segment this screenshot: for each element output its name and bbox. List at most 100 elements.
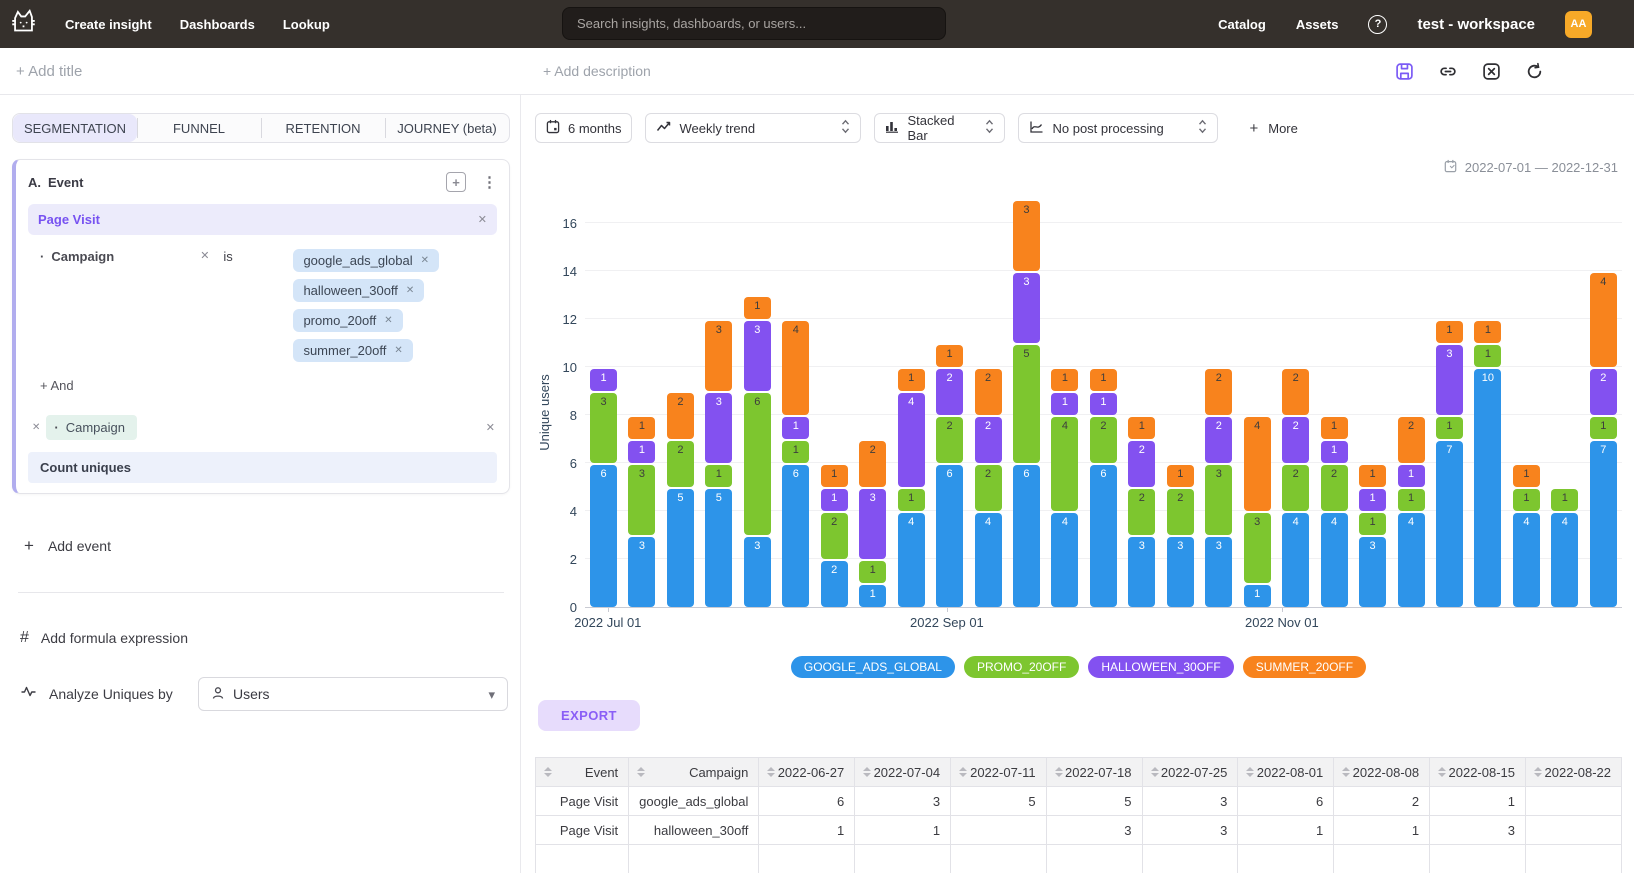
cat-logo-icon[interactable] [10,8,37,40]
bar-segment-promo_20off[interactable]: 3 [1243,513,1271,583]
remove-value-icon[interactable] [394,345,402,356]
aggregation-selector[interactable]: Count uniques [28,452,497,483]
bar-segment-google_ads_global[interactable]: 5 [666,489,694,607]
bar-segment-promo_20off[interactable]: 3 [628,465,656,535]
bar-segment-promo_20off[interactable]: 1 [859,561,887,583]
tab-journey-beta[interactable]: JOURNEY (beta) [385,114,509,142]
help-icon[interactable]: ? [1368,14,1388,34]
bar-segment-summer_20off[interactable]: 1 [1320,417,1348,439]
bar-segment-promo_20off[interactable]: 2 [974,465,1002,511]
export-button[interactable]: EXPORT [538,700,640,731]
bar-segment-summer_20off[interactable]: 2 [1205,369,1233,415]
date-range-button[interactable]: 6 months [535,113,633,143]
bar-segment-google_ads_global[interactable]: 2 [820,561,848,607]
bar-segment-halloween_30off[interactable]: 2 [974,417,1002,463]
bar-segment-summer_20off[interactable]: 3 [1012,201,1040,271]
breakdown-chip[interactable]: Campaign [46,415,137,440]
bar-segment-google_ads_global[interactable]: 3 [1128,537,1156,607]
bar-segment-promo_20off[interactable]: 3 [590,393,617,463]
bar-segment-halloween_30off[interactable]: 2 [936,369,964,415]
bar-segment-summer_20off[interactable]: 1 [1166,465,1194,487]
bar-segment-google_ads_global[interactable]: 6 [782,465,810,607]
add-title-button[interactable]: + Add title [16,62,83,80]
legend-pill-google_ads_global[interactable]: GOOGLE_ADS_GLOBAL [790,656,955,678]
bar-segment-google_ads_global[interactable]: 3 [1359,537,1387,607]
sort-icon[interactable] [1342,767,1351,777]
bar-segment-promo_20off[interactable]: 1 [1397,489,1425,511]
bar-segment-google_ads_global[interactable]: 1 [859,585,887,607]
bar-segment-promo_20off[interactable]: 2 [936,417,964,463]
column-header-2022-08-01[interactable]: 2022-08-01 [1237,757,1335,787]
sort-icon[interactable] [1150,767,1159,777]
bar-segment-halloween_30off[interactable]: 1 [1397,465,1425,487]
search-input[interactable] [562,7,946,40]
bar-segment-summer_20off[interactable]: 2 [1282,369,1310,415]
add-and-condition[interactable]: + And [40,378,74,393]
bar-segment-google_ads_global[interactable]: 6 [1089,465,1117,607]
bar-segment-summer_20off[interactable]: 1 [936,345,964,367]
bar-segment-halloween_30off[interactable]: 2 [1128,441,1156,487]
bar-segment-google_ads_global[interactable]: 6 [1012,465,1040,607]
bar-segment-google_ads_global[interactable]: 3 [1166,537,1194,607]
remove-value-icon[interactable] [421,255,429,266]
post-processing-select[interactable]: No post processing [1018,113,1219,143]
bar-segment-summer_20off[interactable]: 1 [1051,369,1079,391]
add-filter-icon[interactable]: + [446,172,466,192]
bar-segment-halloween_30off[interactable]: 3 [705,393,733,463]
nav-item-lookup[interactable]: Lookup [282,16,330,32]
filter-value-tag[interactable]: google_ads_global [293,249,439,272]
bar-segment-halloween_30off[interactable]: 1 [590,369,617,391]
bar-segment-google_ads_global[interactable]: 4 [1551,513,1579,607]
remove-value-icon[interactable] [384,315,392,326]
add-formula-button[interactable]: Add formula expression [12,629,510,647]
bar-segment-google_ads_global[interactable]: 4 [1397,513,1425,607]
bar-segment-halloween_30off[interactable]: 2 [1205,417,1233,463]
sort-icon[interactable] [959,767,968,777]
bar-segment-promo_20off[interactable]: 2 [1089,417,1117,463]
refresh-icon[interactable] [1525,62,1544,81]
bar-segment-halloween_30off[interactable]: 1 [1089,393,1117,415]
bar-segment-google_ads_global[interactable]: 6 [936,465,964,607]
bar-segment-summer_20off[interactable]: 1 [743,297,771,319]
bar-segment-halloween_30off[interactable]: 3 [859,489,887,559]
remove-value-icon[interactable] [406,285,414,296]
bar-segment-google_ads_global[interactable]: 10 [1474,369,1502,607]
legend-pill-halloween_30off[interactable]: HALLOWEEN_30OFF [1088,656,1234,678]
column-header-2022-08-15[interactable]: 2022-08-15 [1429,757,1527,787]
bar-segment-promo_20off[interactable]: 2 [1320,465,1348,511]
nav-item-assets[interactable]: Assets [1295,16,1339,32]
add-description-button[interactable]: + Add description [543,63,651,79]
filter-value-tag[interactable]: summer_20off [293,339,413,362]
column-header-2022-07-11[interactable]: 2022-07-11 [950,757,1047,787]
bar-segment-google_ads_global[interactable]: 4 [1512,513,1540,607]
bar-segment-halloween_30off[interactable]: 2 [1282,417,1310,463]
copy-link-icon[interactable] [1438,62,1458,81]
sort-icon[interactable] [1534,767,1543,777]
bar-segment-halloween_30off[interactable]: 1 [1051,393,1079,415]
bar-segment-promo_20off[interactable]: 1 [782,441,810,463]
clear-icon[interactable] [1482,62,1501,81]
tab-funnel[interactable]: FUNNEL [137,114,261,142]
bar-segment-halloween_30off[interactable]: 1 [628,441,656,463]
bar-segment-summer_20off[interactable]: 1 [1512,465,1540,487]
sort-icon[interactable] [767,767,776,777]
bar-segment-halloween_30off[interactable]: 1 [782,417,810,439]
filter-property[interactable]: Campaign [51,249,115,264]
bar-segment-summer_20off[interactable]: 1 [1359,465,1387,487]
bar-segment-google_ads_global[interactable]: 3 [628,537,656,607]
bar-segment-halloween_30off[interactable]: 2 [1589,369,1617,415]
bar-segment-summer_20off[interactable]: 1 [1435,321,1463,343]
bar-segment-halloween_30off[interactable]: 4 [897,393,925,487]
sort-icon[interactable] [544,767,552,777]
legend-pill-promo_20off[interactable]: PROMO_20OFF [963,656,1080,678]
bar-segment-google_ads_global[interactable]: 7 [1589,441,1617,607]
bar-segment-promo_20off[interactable]: 2 [666,441,694,487]
bar-segment-google_ads_global[interactable]: 4 [974,513,1002,607]
bar-segment-promo_20off[interactable]: 2 [820,513,848,559]
column-header-campaign[interactable]: Campaign [628,757,760,787]
bar-segment-google_ads_global[interactable]: 6 [590,465,617,607]
bar-segment-summer_20off[interactable]: 2 [1397,417,1425,463]
bar-segment-google_ads_global[interactable]: 4 [1051,513,1079,607]
bar-segment-google_ads_global[interactable]: 3 [1205,537,1233,607]
save-icon[interactable] [1395,62,1414,81]
